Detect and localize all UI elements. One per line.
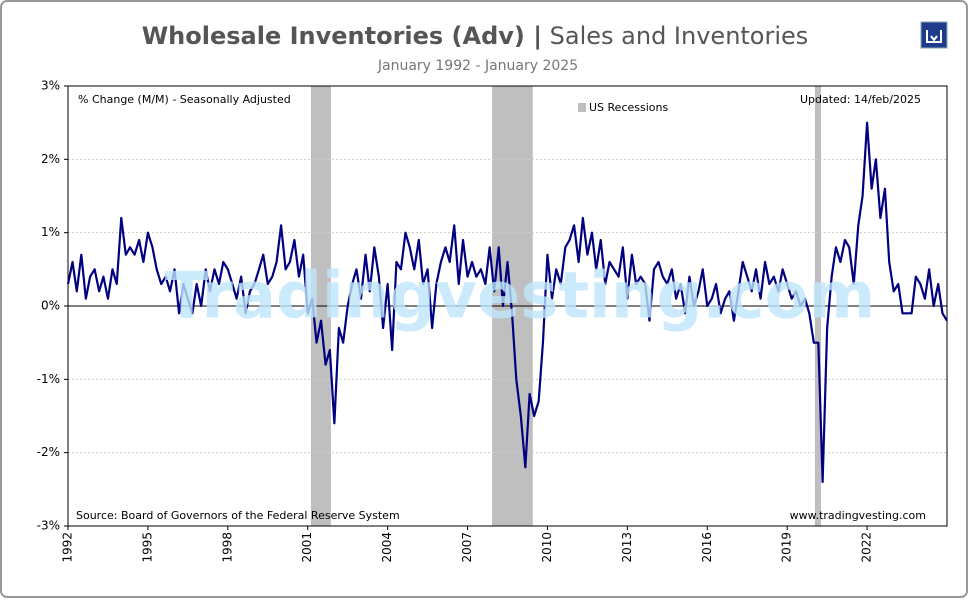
x-tick-label: 2019	[780, 532, 794, 563]
y-tick-label: -1%	[37, 372, 60, 386]
legend-label: US Recessions	[589, 101, 668, 114]
x-tick-label: 1992	[61, 532, 75, 563]
x-tick-label: 2013	[620, 532, 634, 563]
x-tick-label: 2016	[700, 532, 714, 563]
y-tick-label: 3%	[41, 79, 60, 93]
x-tick-label: 1995	[140, 532, 154, 563]
x-tick-label: 2010	[540, 532, 554, 563]
title-sub: Sales and Inventories	[550, 22, 809, 50]
y-tick-label: 1%	[41, 225, 60, 239]
y-tick-label: 0%	[41, 299, 60, 313]
updated: Updated: 14/feb/2025	[800, 93, 921, 106]
subtitle: January 1992 - January 2025	[377, 58, 578, 74]
data-line	[66, 121, 948, 484]
note: % Change (M/M) - Seasonally Adjusted	[78, 93, 291, 106]
plot-border	[67, 85, 948, 527]
logo	[920, 21, 948, 49]
plot-area: -3% -2% -1% 0% 1% 2% 3% 1992 1995 1998 2001 2004 200…	[37, 79, 948, 563]
legend-swatch	[578, 103, 586, 112]
x-tick-label: 2007	[460, 532, 474, 563]
y-tick-label: 2%	[41, 152, 60, 166]
title-main: Wholesale Inventories (Adv) |	[142, 22, 542, 50]
website: www.tradingvesting.com	[790, 509, 926, 522]
x-tick-label: 1998	[220, 532, 234, 563]
source: Source: Board of Governors of the Federa…	[76, 509, 400, 522]
chart-title: Wholesale Inventories (Adv) | Sales and …	[142, 22, 809, 50]
y-tick-label: -3%	[37, 519, 60, 533]
watermark: Tradingvesting.com	[165, 260, 876, 334]
y-tick-label: -2%	[37, 445, 60, 459]
x-tick-label: 2001	[300, 532, 314, 563]
x-tick-label: 2004	[380, 532, 394, 563]
x-tick-label: 2022	[860, 532, 874, 563]
logo-glyph	[926, 30, 942, 43]
